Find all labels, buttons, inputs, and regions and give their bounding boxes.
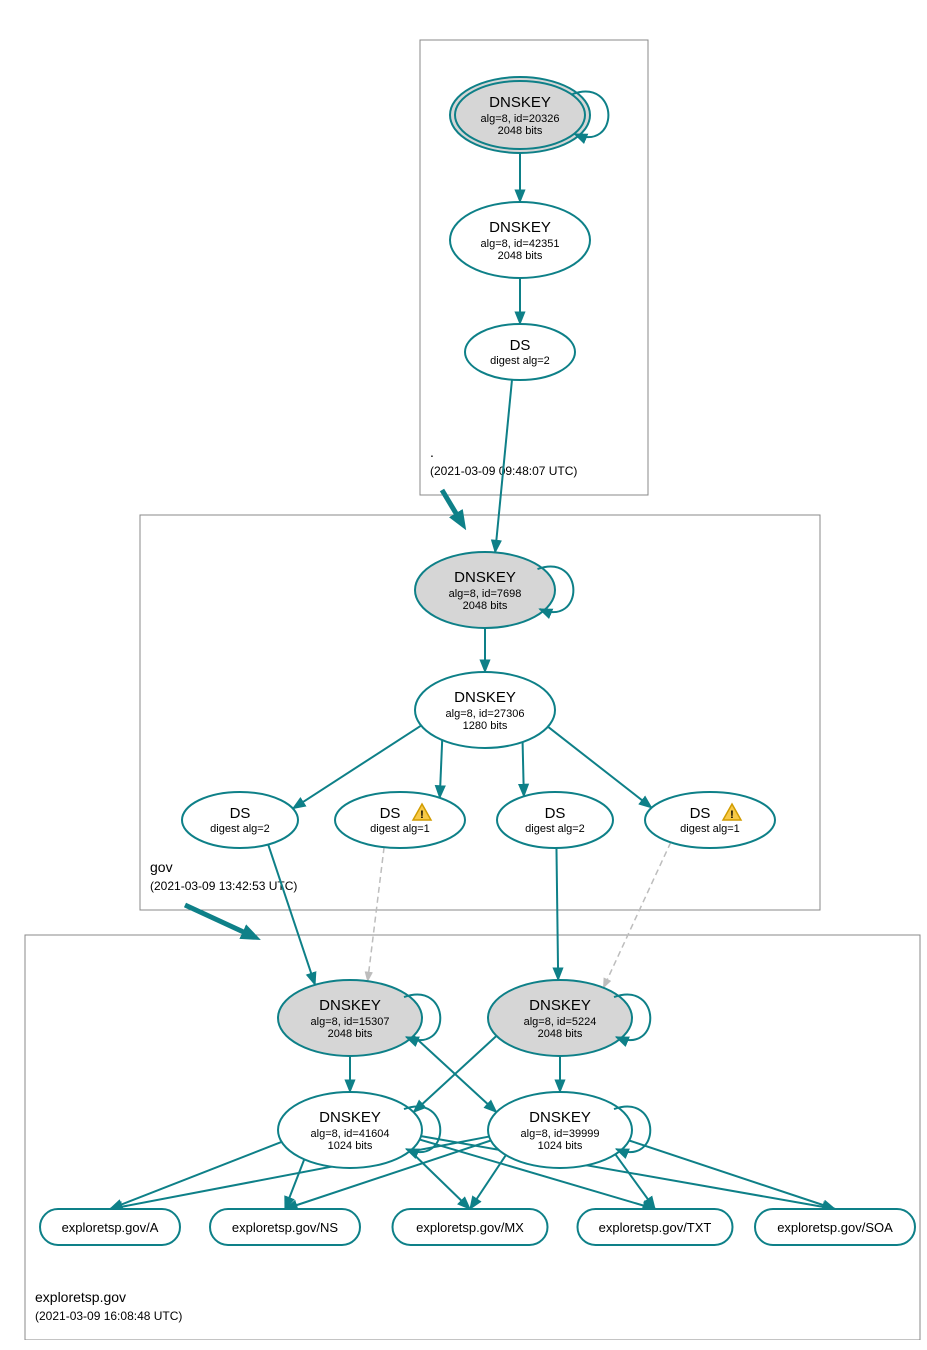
svg-text:DS: DS [510,337,531,354]
svg-text:1024 bits: 1024 bits [328,1140,373,1152]
svg-text:DNSKEY: DNSKEY [319,1109,381,1126]
edge [556,848,558,980]
zone-box-exploretsp [25,935,920,1340]
svg-text:alg=8, id=20326: alg=8, id=20326 [481,113,560,125]
svg-text:digest alg=1: digest alg=1 [370,823,430,835]
r_soa: exploretsp.gov/SOA [755,1209,915,1245]
svg-text:DNSKEY: DNSKEY [489,219,551,236]
n_root_ksk: DNSKEY alg=8, id=203262048 bits [450,77,608,153]
svg-text:2048 bits: 2048 bits [498,250,543,262]
svg-text:digest alg=2: digest alg=2 [210,823,270,835]
n_exp_zsk2: DNSKEY alg=8, id=399991024 bits [488,1092,650,1168]
svg-text:exploretsp.gov/TXT: exploretsp.gov/TXT [599,1220,712,1235]
edge [110,1142,282,1209]
n_exp_ksk2: DNSKEY alg=8, id=52242048 bits [488,980,650,1056]
svg-text:DNSKEY: DNSKEY [489,94,551,111]
r_ns: exploretsp.gov/NS [210,1209,360,1245]
svg-text:DNSKEY: DNSKEY [454,689,516,706]
zone-timestamp-gov: (2021-03-09 13:42:53 UTC) [150,879,297,893]
n_gov_ksk: DNSKEY alg=8, id=76982048 bits [415,552,573,628]
svg-text:alg=8, id=7698: alg=8, id=7698 [449,588,522,600]
edge [440,740,442,798]
svg-text:exploretsp.gov/NS: exploretsp.gov/NS [232,1220,339,1235]
edge [615,1154,655,1209]
zone-timestamp-exploretsp: (2021-03-09 16:08:48 UTC) [35,1309,182,1323]
svg-text:1280 bits: 1280 bits [463,720,508,732]
svg-text:DNSKEY: DNSKEY [319,997,381,1014]
svg-text:alg=8, id=27306: alg=8, id=27306 [446,708,525,720]
svg-text:DNSKEY: DNSKEY [529,997,591,1014]
n_root_zsk: DNSKEY alg=8, id=423512048 bits [450,202,590,278]
edge [523,742,524,796]
svg-text:2048 bits: 2048 bits [328,1028,373,1040]
svg-text:DS: DS [380,805,401,822]
svg-text:DS: DS [545,805,566,822]
edge [421,1136,835,1209]
n_gov_ds4: DSdigest alg=1! [645,792,775,848]
svg-text:exploretsp.gov/A: exploretsp.gov/A [62,1220,159,1235]
n_gov_ds1: DSdigest alg=2 [182,792,298,848]
svg-text:2048 bits: 2048 bits [463,600,508,612]
svg-text:DNSKEY: DNSKEY [529,1109,591,1126]
r_a: exploretsp.gov/A [40,1209,180,1245]
zone-label-root: . [430,444,434,460]
edge [285,1159,304,1209]
r_mx: exploretsp.gov/MX [393,1209,548,1245]
edge [629,1140,835,1209]
n_exp_ksk1: DNSKEY alg=8, id=153072048 bits [278,980,440,1056]
svg-text:2048 bits: 2048 bits [538,1028,583,1040]
svg-text:digest alg=1: digest alg=1 [680,823,740,835]
edge [368,847,384,981]
svg-text:!: ! [420,809,424,821]
svg-text:alg=8, id=5224: alg=8, id=5224 [524,1016,597,1028]
svg-text:exploretsp.gov/MX: exploretsp.gov/MX [416,1220,524,1235]
svg-text:DS: DS [230,805,251,822]
svg-text:alg=8, id=39999: alg=8, id=39999 [521,1128,600,1140]
svg-text:1024 bits: 1024 bits [538,1140,583,1152]
zone-label-exploretsp: exploretsp.gov [35,1289,126,1305]
r_txt: exploretsp.gov/TXT [578,1209,733,1245]
edge [410,1151,470,1209]
svg-text:2048 bits: 2048 bits [498,125,543,137]
n_gov_zsk: DNSKEY alg=8, id=273061280 bits [415,672,555,748]
svg-text:DS: DS [690,805,711,822]
svg-text:alg=8, id=15307: alg=8, id=15307 [311,1016,390,1028]
svg-text:!: ! [730,809,734,821]
svg-text:alg=8, id=42351: alg=8, id=42351 [481,238,560,250]
n_gov_ds3: DSdigest alg=2 [497,792,613,848]
edge [268,844,315,984]
svg-text:alg=8, id=41604: alg=8, id=41604 [311,1128,390,1140]
svg-text:digest alg=2: digest alg=2 [525,823,585,835]
n_root_ds: DSdigest alg=2 [465,324,575,380]
svg-text:digest alg=2: digest alg=2 [490,355,550,367]
n_gov_ds2: DSdigest alg=1! [335,792,465,848]
dnssec-diagram: .(2021-03-09 09:48:07 UTC)gov(2021-03-09… [10,10,927,1340]
zone-label-gov: gov [150,859,173,875]
edge [603,842,670,987]
svg-text:DNSKEY: DNSKEY [454,569,516,586]
svg-text:exploretsp.gov/SOA: exploretsp.gov/SOA [777,1220,893,1235]
